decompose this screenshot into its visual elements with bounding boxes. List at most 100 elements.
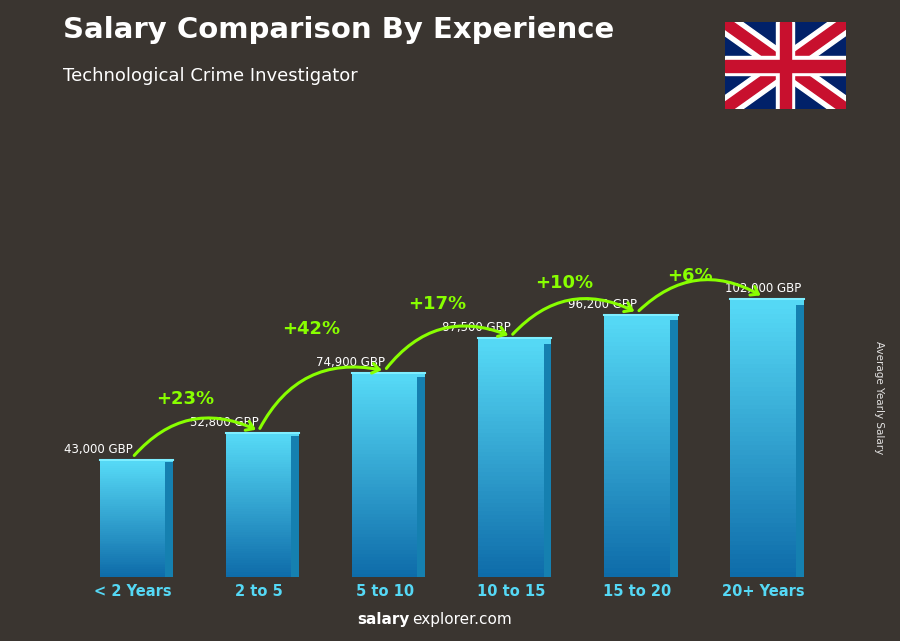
Bar (730, 413, 796, 418)
Bar (352, 474, 418, 477)
Bar (604, 315, 678, 320)
Bar (100, 460, 173, 462)
Bar (226, 563, 292, 565)
Bar (604, 337, 670, 342)
Bar (352, 463, 418, 467)
Text: Average Yearly Salary: Average Yearly Salary (874, 341, 885, 454)
Bar (730, 504, 796, 509)
Bar (352, 387, 418, 390)
Bar (730, 437, 796, 441)
Bar (226, 467, 292, 469)
Bar (100, 510, 166, 512)
Bar (100, 540, 166, 542)
Bar (478, 421, 544, 425)
Bar (352, 431, 418, 434)
Bar (730, 468, 796, 472)
Bar (478, 545, 544, 550)
Bar (226, 523, 292, 525)
Bar (418, 377, 426, 577)
Bar (478, 542, 544, 545)
Bar (352, 547, 418, 550)
Bar (100, 526, 166, 527)
Bar (730, 350, 796, 354)
Bar (730, 341, 796, 345)
Bar (604, 504, 670, 508)
Bar (100, 483, 166, 485)
Bar (604, 547, 670, 551)
Bar (604, 376, 670, 380)
Bar (478, 538, 544, 542)
Bar (100, 493, 166, 495)
Bar (478, 558, 544, 562)
Bar (604, 534, 670, 538)
Bar (226, 492, 292, 495)
Bar (730, 559, 796, 563)
Bar (226, 455, 292, 457)
Bar (730, 364, 796, 369)
Bar (604, 436, 670, 440)
Bar (478, 402, 544, 406)
Bar (226, 516, 292, 518)
Bar (730, 378, 796, 382)
Bar (478, 370, 544, 375)
Bar (478, 445, 544, 449)
Bar (730, 319, 796, 323)
Bar (478, 492, 544, 495)
Bar (226, 511, 292, 513)
Bar (226, 539, 292, 542)
Bar (100, 499, 166, 501)
Bar (604, 530, 670, 534)
Bar (730, 323, 796, 328)
Bar (352, 401, 418, 404)
Bar (730, 332, 796, 337)
Text: 102,000 GBP: 102,000 GBP (725, 282, 801, 295)
Bar (352, 444, 418, 447)
Bar (478, 387, 544, 390)
Bar (226, 497, 292, 499)
Text: Salary Comparison By Experience: Salary Comparison By Experience (63, 16, 614, 44)
Bar (100, 550, 166, 552)
Bar (352, 377, 418, 381)
Bar (100, 485, 166, 487)
Bar (604, 564, 670, 569)
Text: explorer.com: explorer.com (412, 612, 512, 627)
Bar (226, 476, 292, 478)
Bar (226, 504, 292, 506)
Bar (478, 460, 544, 464)
Bar (730, 391, 796, 395)
Bar (352, 487, 418, 490)
Bar (352, 490, 418, 494)
Bar (730, 395, 796, 400)
Text: +23%: +23% (157, 390, 214, 408)
Bar (226, 546, 292, 549)
Polygon shape (724, 22, 846, 109)
Bar (100, 571, 166, 573)
Bar (100, 512, 166, 514)
Bar (226, 506, 292, 509)
Bar (352, 434, 418, 437)
Bar (100, 491, 166, 493)
Bar (604, 462, 670, 466)
Bar (478, 562, 544, 565)
Bar (352, 544, 418, 547)
Polygon shape (724, 22, 846, 109)
Bar (100, 554, 166, 556)
Bar (226, 518, 292, 520)
Bar (604, 551, 670, 556)
Bar (100, 514, 166, 516)
Bar (226, 453, 292, 455)
Bar (730, 500, 796, 504)
Bar (166, 462, 173, 577)
Bar (604, 324, 670, 329)
Bar (730, 418, 796, 423)
Bar (352, 524, 418, 527)
Bar (352, 427, 418, 431)
Bar (100, 504, 166, 506)
Bar (779, 22, 791, 109)
Bar (730, 545, 796, 550)
Bar (604, 428, 670, 431)
Bar (478, 487, 544, 492)
Bar (352, 437, 418, 440)
Bar (100, 565, 166, 567)
Bar (352, 404, 418, 407)
